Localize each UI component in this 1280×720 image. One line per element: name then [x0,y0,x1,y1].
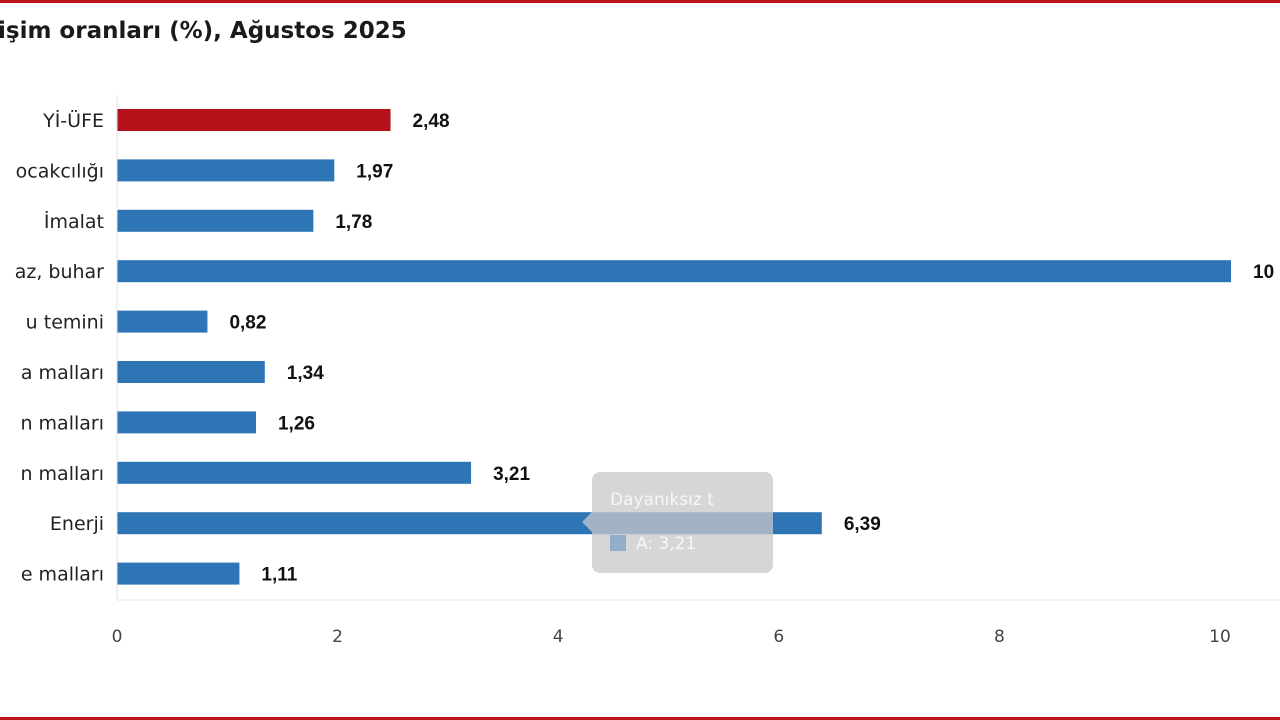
category-label: İmalat [44,210,104,233]
x-tick-label: 4 [553,627,564,647]
value-label: 1,78 [335,212,372,233]
x-tick-label: 6 [773,627,784,647]
x-tick-label: 10 [1209,627,1231,647]
value-label: 2,48 [413,111,450,132]
tooltip-pointer [582,512,592,532]
value-label: 1,97 [356,161,393,182]
bar[interactable] [117,260,1232,283]
value-label: 1,26 [278,413,315,434]
x-tick-label: 0 [112,627,123,647]
value-label: 3,21 [493,464,530,485]
category-label: u temini [26,312,104,334]
top-border [0,0,1280,3]
value-label: 6,39 [844,514,881,535]
category-label: Yİ-ÜFE [42,109,104,132]
category-label: Enerji [50,513,104,535]
tooltip-value: A: 3,21 [636,534,696,554]
tooltip-title: Dayanıksız t [610,490,714,510]
bar[interactable] [117,159,335,182]
category-label: n malları [20,412,104,434]
tooltip: Dayanıksız t A: 3,21 [582,472,773,573]
tooltip-swatch [610,535,626,551]
category-label: e malları [21,564,104,586]
category-label: ocakcılığı [16,160,104,182]
bar[interactable] [117,310,208,333]
chart-title: işim oranları (%), Ağustos 2025 [0,18,407,44]
category-label: a malları [21,362,104,384]
value-label: 1,11 [261,565,297,586]
x-tick-label: 8 [994,627,1005,647]
value-label: 10 [1253,262,1274,283]
tooltip-box [592,472,773,573]
category-label: n malları [20,463,104,485]
bar[interactable] [117,562,240,585]
bar[interactable] [117,109,391,131]
bottom-border [0,717,1280,720]
bar[interactable] [117,209,314,232]
x-tick-label: 2 [332,627,343,647]
value-label: 0,82 [229,313,266,334]
bar[interactable] [117,361,265,383]
bar[interactable] [117,411,256,434]
bar[interactable] [117,461,472,484]
category-label: az, buhar [15,261,104,283]
value-label: 1,34 [287,363,324,384]
